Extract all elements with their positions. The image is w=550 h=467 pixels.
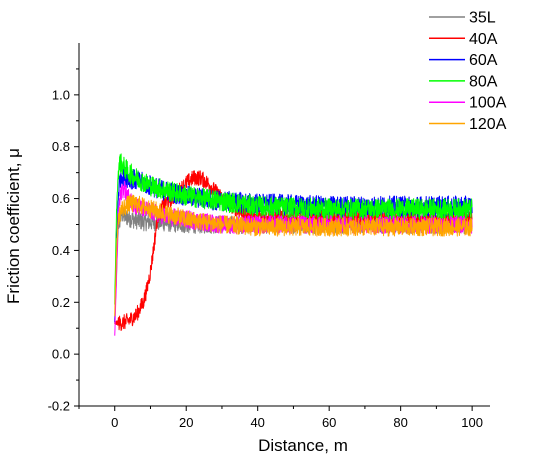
- series-line-80a: [114, 153, 473, 305]
- y-axis-label: Friction coefficient, μ: [4, 148, 23, 304]
- series-line-120a: [114, 194, 473, 317]
- x-tick-label: 0: [111, 415, 118, 430]
- legend-label-100a: 100A: [469, 95, 507, 112]
- x-tick-label: 100: [461, 415, 483, 430]
- y-tick-label: 0.6: [52, 191, 70, 206]
- y-tick-label: 1.0: [52, 87, 70, 102]
- y-tick-label: -0.2: [48, 399, 70, 414]
- legend-label-40a: 40A: [469, 31, 498, 48]
- legend-label-60a: 60A: [469, 52, 498, 69]
- ticks: 0 20 40 60 80 100 -0.2 0.0 0.2 0.4 0.6 0.8 1.0: [48, 68, 483, 430]
- y-tick-label: 0.8: [52, 139, 70, 154]
- legend-label-120a: 120A: [469, 116, 507, 133]
- plot-area: [114, 153, 473, 336]
- x-tick-label: 80: [393, 415, 407, 430]
- x-axis-label: Distance, m: [258, 436, 348, 455]
- x-tick-label: 40: [250, 415, 264, 430]
- legend-label-35l: 35L: [469, 10, 496, 27]
- y-tick-label: 0.0: [52, 347, 70, 362]
- legend: 35L 40A 60A 80A 100A 120A: [429, 10, 507, 133]
- x-tick-label: 60: [322, 415, 336, 430]
- legend-label-80a: 80A: [469, 73, 498, 90]
- x-tick-label: 20: [179, 415, 193, 430]
- y-tick-label: 0.4: [52, 243, 70, 258]
- y-tick-label: 0.2: [52, 295, 70, 310]
